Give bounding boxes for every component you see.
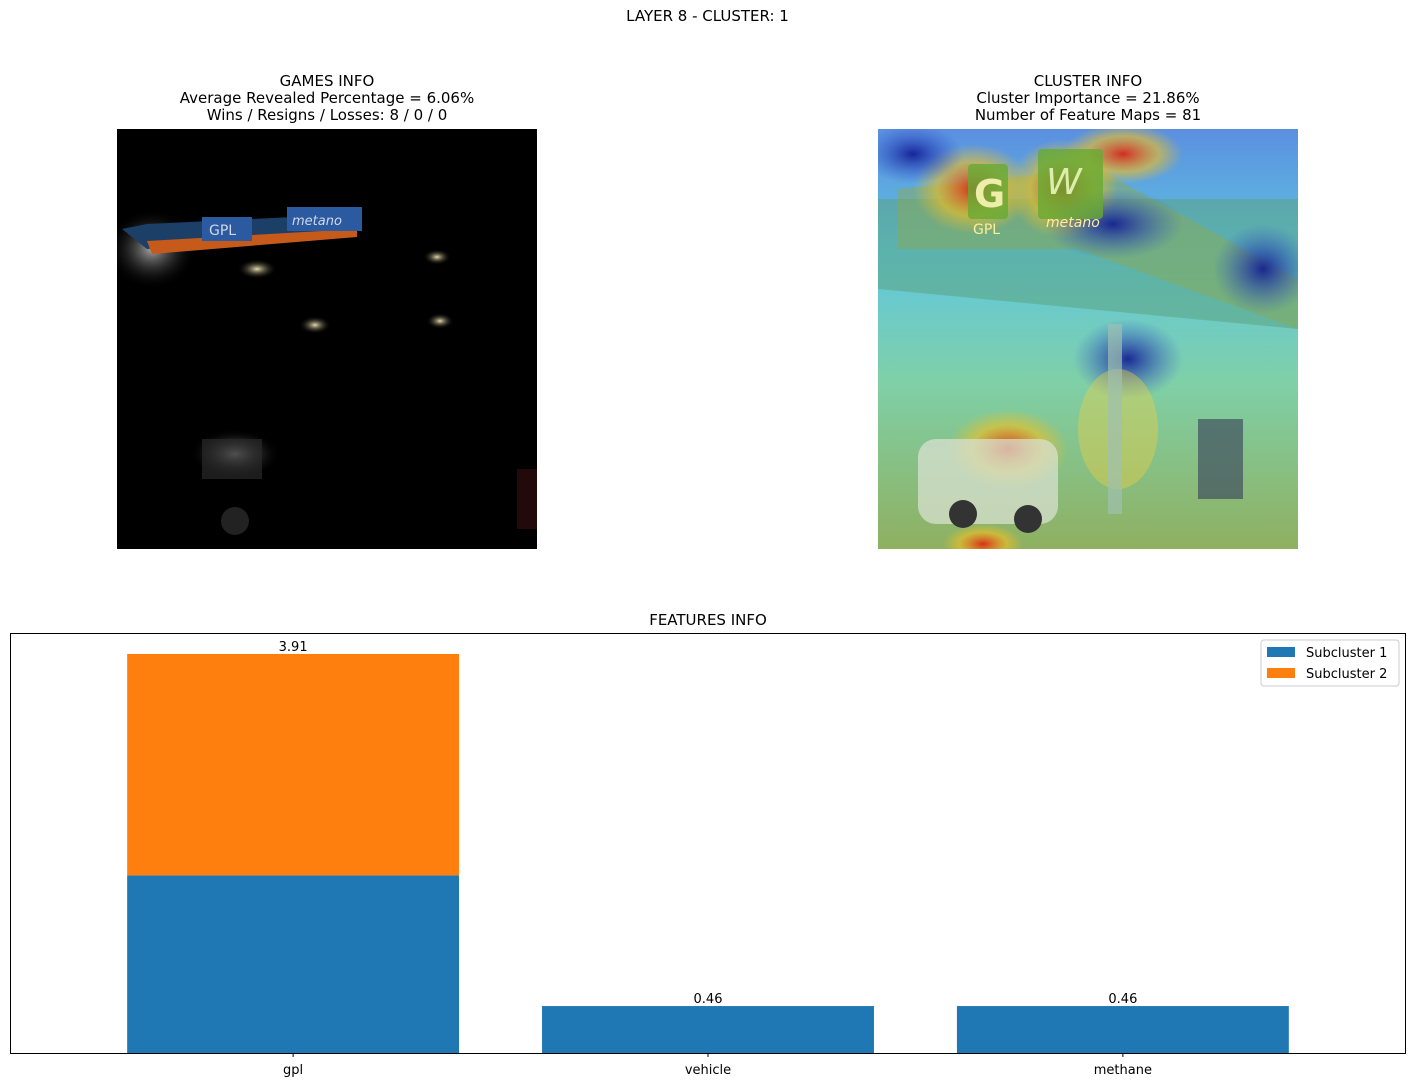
legend-label: Subcluster 1 [1306, 646, 1387, 661]
legend: Subcluster 1 Subcluster 2 [1261, 640, 1399, 686]
legend-swatch [1267, 647, 1295, 657]
legend-swatch [1267, 668, 1295, 678]
bar-total-label: 0.46 [694, 992, 723, 1007]
x-tick-label: methane [1094, 1063, 1152, 1078]
bars-group: 3.91 gpl 0.46 vehicle 0.46 methane [127, 640, 1289, 1078]
legend-label: Subcluster 2 [1306, 667, 1387, 682]
bar-gpl-series-2 [127, 654, 459, 875]
bar-total-label: 3.91 [279, 640, 308, 655]
bar-vehicle-series-1 [542, 1006, 874, 1053]
x-tick-label: vehicle [685, 1063, 731, 1078]
bar-gpl-series-1 [127, 875, 459, 1053]
bar-total-label: 0.46 [1108, 992, 1137, 1007]
bar-methane-series-1 [957, 1006, 1289, 1053]
x-tick-label: gpl [283, 1063, 303, 1078]
